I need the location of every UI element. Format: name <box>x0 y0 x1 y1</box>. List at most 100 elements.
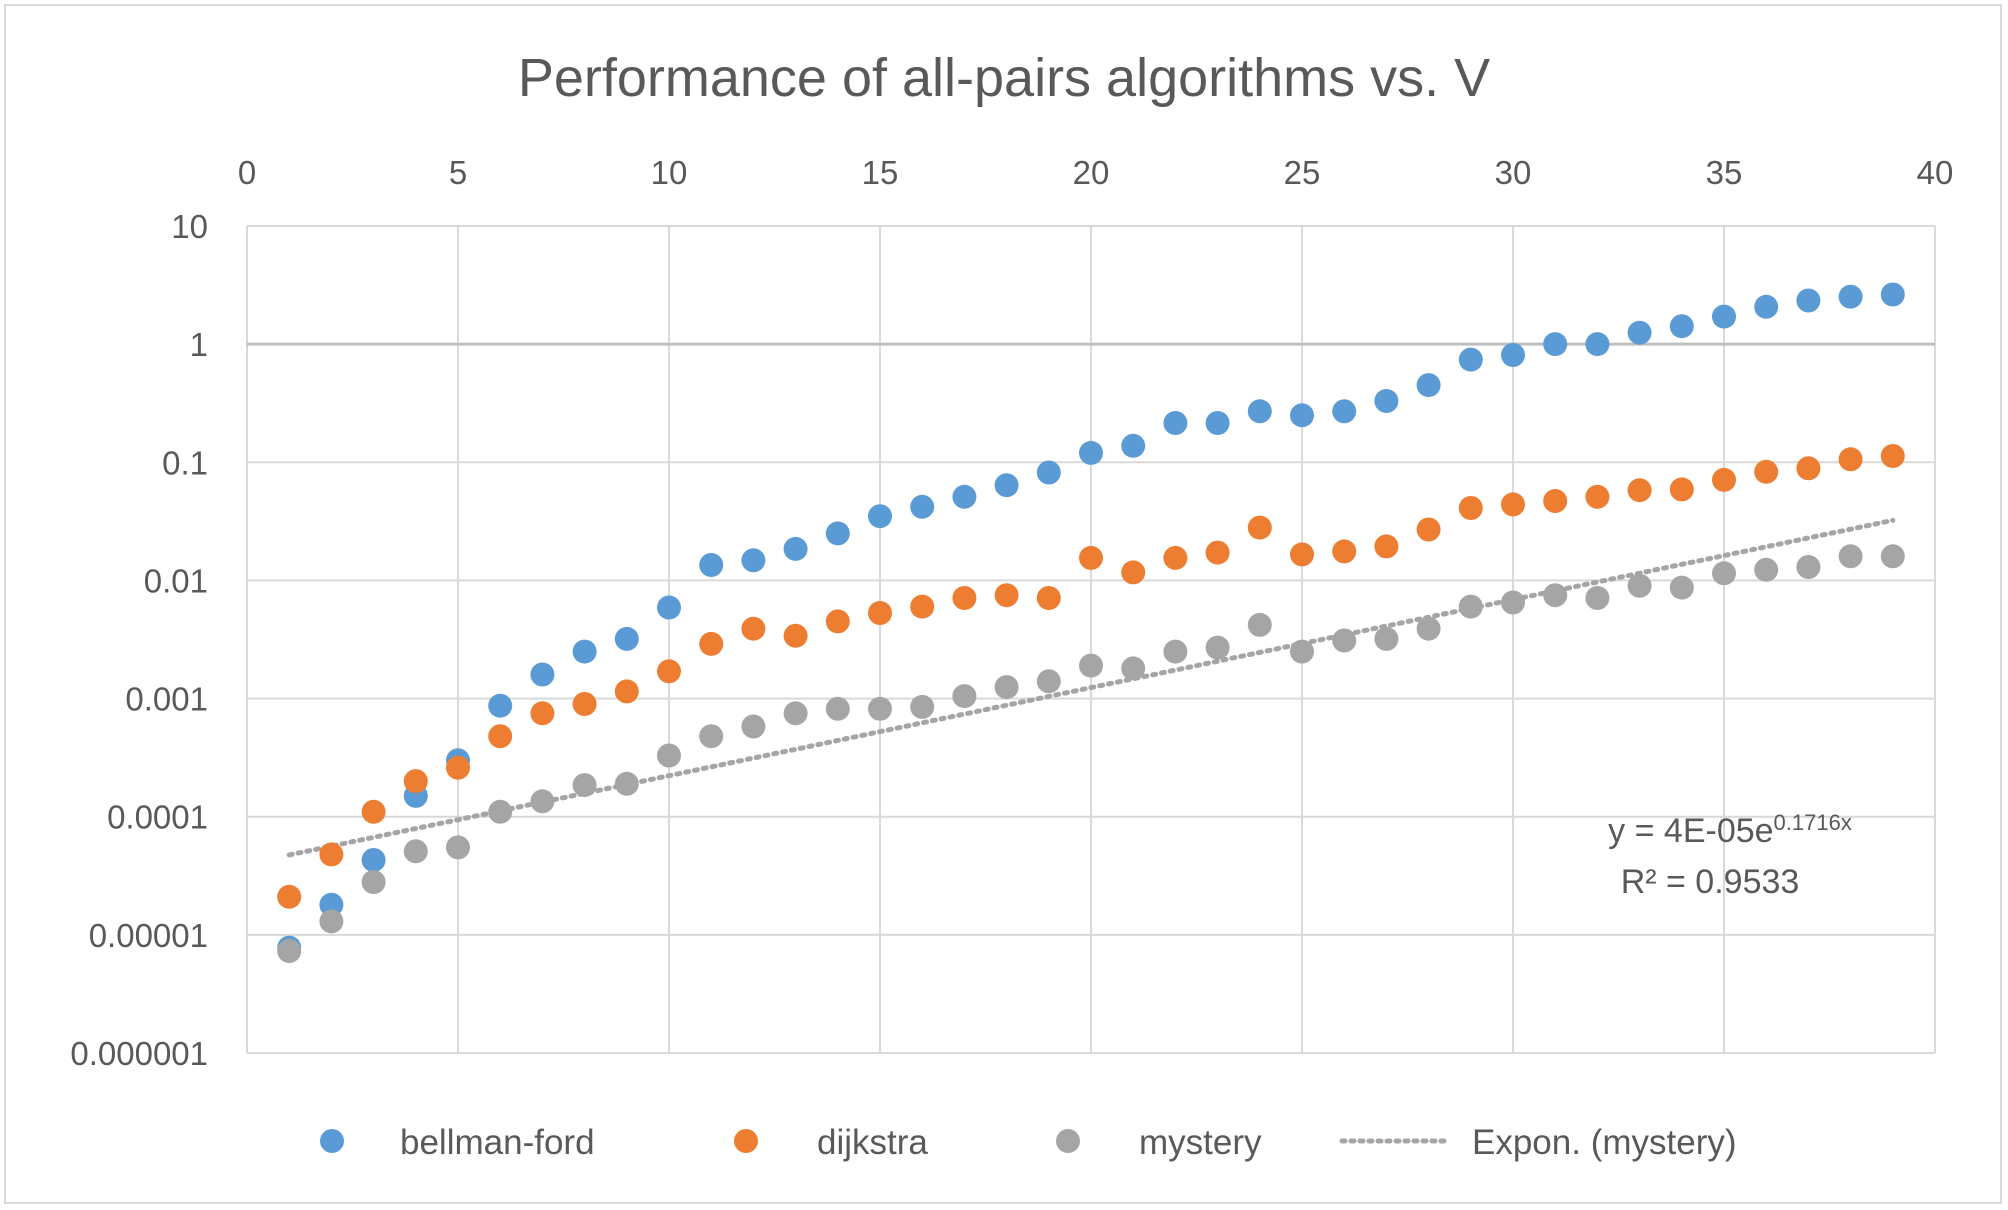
point-mystery <box>783 701 808 726</box>
point-bellman-ford <box>741 548 766 573</box>
x-tick-label: 20 <box>1073 154 1110 191</box>
point-dijkstra <box>614 679 639 704</box>
point-dijkstra <box>910 594 935 619</box>
point-dijkstra <box>1079 545 1103 570</box>
point-dijkstra <box>530 701 555 726</box>
point-mystery <box>1036 669 1061 694</box>
point-dijkstra <box>1501 492 1525 517</box>
y-tick-label: 0.000001 <box>70 1035 208 1072</box>
y-tick-label: 0.00001 <box>89 917 208 954</box>
point-bellman-ford <box>699 553 724 577</box>
point-dijkstra <box>699 631 724 656</box>
point-bellman-ford <box>1416 373 1441 398</box>
legend-label: bellman-ford <box>400 1123 595 1162</box>
point-bellman-ford <box>1880 282 1905 307</box>
point-bellman-ford <box>1121 433 1146 458</box>
point-mystery <box>952 684 977 709</box>
point-bellman-ford <box>1036 460 1061 485</box>
legend-label: Expon. (mystery) <box>1472 1123 1737 1162</box>
point-bellman-ford <box>1585 332 1610 357</box>
point-dijkstra <box>825 609 850 634</box>
point-bellman-ford <box>1754 294 1779 319</box>
point-dijkstra <box>319 842 344 867</box>
point-bellman-ford <box>361 848 386 872</box>
point-mystery <box>1627 573 1652 598</box>
y-axis-tick-labels: 10 1 0.1 0.01 0.001 0.0001 0.00001 0.000001 <box>70 208 208 1072</box>
point-dijkstra <box>1585 484 1610 509</box>
point-dijkstra <box>1290 542 1314 567</box>
point-bellman-ford <box>952 484 977 509</box>
point-mystery <box>910 694 935 719</box>
point-mystery <box>319 909 344 934</box>
legend-label: mystery <box>1139 1123 1262 1162</box>
point-dijkstra <box>572 692 597 716</box>
x-tick-label: 5 <box>449 154 467 191</box>
point-bellman-ford <box>1712 304 1736 329</box>
point-mystery <box>657 743 681 768</box>
series-dijkstra <box>277 444 1905 909</box>
point-dijkstra <box>952 586 977 610</box>
point-mystery <box>572 773 597 798</box>
legend-label: dijkstra <box>817 1123 928 1162</box>
legend-marker <box>320 1129 344 1153</box>
point-dijkstra <box>488 724 513 749</box>
point-bellman-ford <box>825 521 850 546</box>
trendline-equation-text: y = 4E-05e0.1716x <box>1608 810 1852 850</box>
point-mystery <box>1838 544 1863 569</box>
point-dijkstra <box>741 616 766 641</box>
point-dijkstra <box>1669 477 1694 502</box>
point-mystery <box>825 696 850 721</box>
point-dijkstra <box>1458 496 1483 520</box>
point-bellman-ford <box>657 595 681 620</box>
point-bellman-ford <box>488 693 513 718</box>
point-dijkstra <box>1205 540 1230 565</box>
x-tick-label: 35 <box>1706 154 1743 191</box>
point-dijkstra <box>1796 456 1821 481</box>
point-mystery <box>530 789 555 814</box>
point-mystery <box>1374 626 1399 651</box>
point-dijkstra <box>1838 447 1863 472</box>
y-tick-label: 0.0001 <box>107 799 208 836</box>
trendline-mystery <box>286 517 1896 858</box>
point-bellman-ford <box>910 494 935 519</box>
data-points <box>277 282 1905 963</box>
point-mystery <box>614 771 639 796</box>
point-bellman-ford <box>319 892 344 917</box>
legend-marker <box>734 1129 758 1153</box>
equation-exponent: 0.1716x <box>1774 810 1852 835</box>
r-squared-text: R² = 0.9533 <box>1621 863 1800 901</box>
point-bellman-ford <box>1501 343 1525 367</box>
point-mystery <box>868 696 892 721</box>
y-tick-label: 0.1 <box>162 444 208 481</box>
point-bellman-ford <box>1374 389 1399 413</box>
point-bellman-ford <box>1332 399 1357 424</box>
point-mystery <box>1796 555 1821 579</box>
point-bellman-ford <box>1205 411 1230 435</box>
point-dijkstra <box>1754 459 1779 484</box>
point-mystery <box>488 799 513 824</box>
point-mystery <box>1079 653 1103 678</box>
point-bellman-ford <box>994 473 1019 498</box>
point-dijkstra <box>446 755 470 780</box>
legend-item: bellman-ford <box>320 1123 595 1162</box>
point-dijkstra <box>657 659 681 684</box>
point-dijkstra <box>1121 560 1146 585</box>
x-tick-label: 40 <box>1917 154 1954 191</box>
point-dijkstra <box>868 601 892 625</box>
point-dijkstra <box>1627 478 1652 503</box>
x-tick-label: 15 <box>862 154 899 191</box>
point-mystery <box>1247 612 1272 637</box>
point-mystery <box>1163 639 1188 664</box>
x-tick-label: 30 <box>1495 154 1532 191</box>
legend-marker <box>1056 1129 1080 1153</box>
point-mystery <box>403 839 428 864</box>
point-bellman-ford <box>1458 347 1483 372</box>
point-mystery <box>1416 616 1441 641</box>
point-bellman-ford <box>1627 320 1652 345</box>
point-mystery <box>1121 656 1146 681</box>
point-bellman-ford <box>614 626 639 651</box>
y-tick-label: 0.001 <box>125 681 208 718</box>
point-mystery <box>699 724 724 749</box>
point-mystery <box>1880 544 1905 569</box>
